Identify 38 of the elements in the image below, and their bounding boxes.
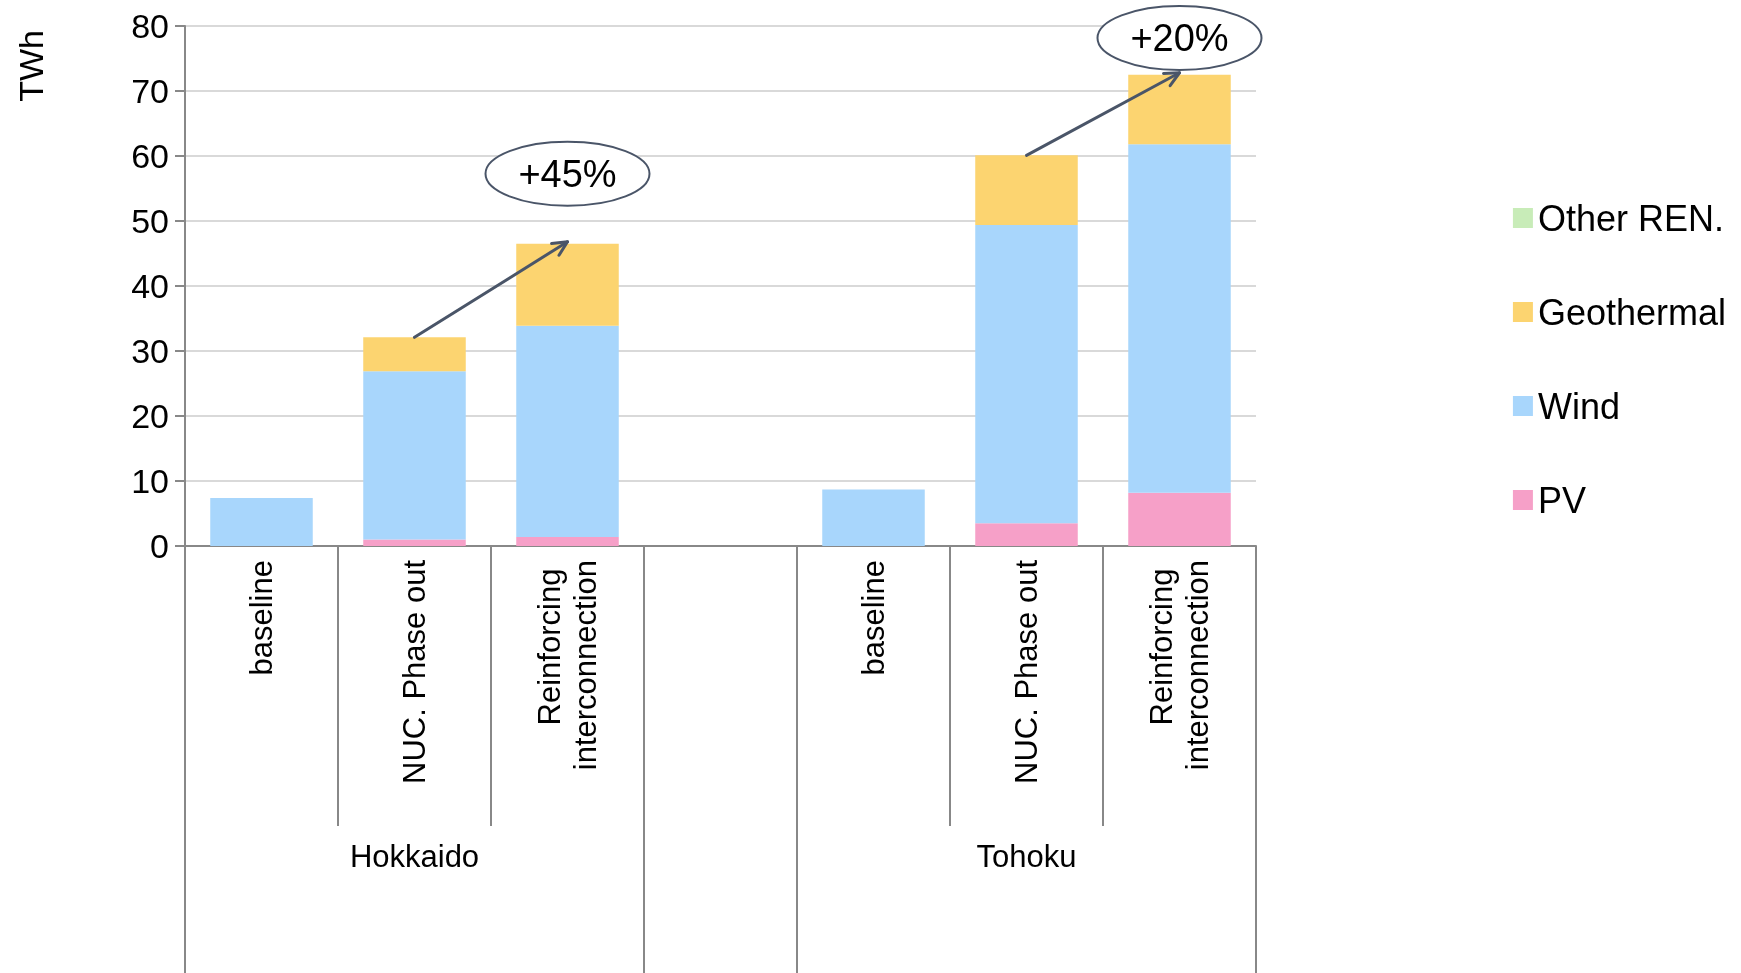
y-tick-label: 40 bbox=[131, 267, 169, 305]
legend-label: PV bbox=[1537, 479, 1586, 521]
y-tick-label: 60 bbox=[131, 137, 169, 175]
y-tick-label: 20 bbox=[131, 397, 169, 435]
bar bbox=[975, 224, 1078, 524]
legend-label: Geothermal bbox=[1537, 291, 1727, 333]
y-axis-title: TWh bbox=[12, 29, 50, 102]
y-tick-label: 50 bbox=[131, 202, 169, 240]
bar bbox=[363, 371, 466, 540]
bar bbox=[1128, 74, 1231, 145]
x-tick-label: baseline bbox=[244, 560, 279, 676]
legend-label: Wind bbox=[1537, 385, 1620, 427]
bar bbox=[363, 337, 466, 372]
text: Tohoku bbox=[976, 838, 1077, 874]
annotation: +45% bbox=[518, 152, 617, 195]
legend-label: Other REN. bbox=[1537, 197, 1724, 239]
y-tick-label: 10 bbox=[131, 462, 169, 500]
annotation: +20% bbox=[1130, 17, 1229, 59]
bar bbox=[516, 325, 619, 537]
bar bbox=[1128, 144, 1231, 493]
x-tick-label: Reinforcing interconnection bbox=[1144, 560, 1215, 771]
y-tick-label: 70 bbox=[131, 72, 169, 110]
y-tick-label: 0 bbox=[150, 527, 169, 565]
y-tick-label: 30 bbox=[131, 332, 169, 370]
y-tick-label: 80 bbox=[131, 7, 169, 45]
bar bbox=[210, 497, 313, 546]
bar bbox=[516, 243, 619, 326]
x-tick-label: Reinforcing interconnection bbox=[532, 560, 603, 771]
x-tick-label: NUC. Phase out bbox=[1009, 559, 1044, 784]
bar bbox=[975, 155, 1078, 225]
x-tick-label: NUC. Phase out bbox=[397, 559, 432, 784]
bar bbox=[975, 523, 1078, 546]
bar bbox=[516, 536, 619, 546]
bar bbox=[1128, 492, 1231, 546]
x-tick-label: baseline bbox=[856, 560, 891, 676]
bar bbox=[822, 489, 925, 546]
bar bbox=[363, 539, 466, 546]
text: Hokkaido bbox=[349, 838, 480, 874]
